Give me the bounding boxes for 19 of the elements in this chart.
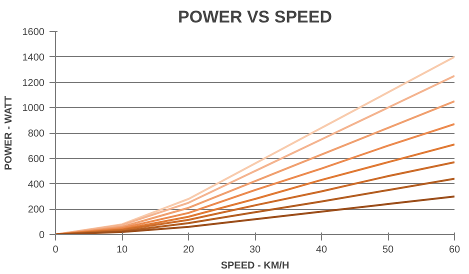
y-tick-label: 1400 xyxy=(22,52,45,64)
y-tick-label: 1600 xyxy=(22,27,45,38)
chart-title: POWER VS SPEED xyxy=(178,8,332,26)
x-tick-label: 60 xyxy=(448,244,460,256)
x-tick-label: 30 xyxy=(249,244,261,256)
x-axis-title: SPEED - KM/H xyxy=(220,260,290,272)
y-tick-label: 600 xyxy=(28,154,45,165)
x-tick-label: 20 xyxy=(182,244,194,256)
x-tick-label: 50 xyxy=(382,244,394,256)
y-axis-title: POWER - WATT xyxy=(3,96,14,170)
x-tick-label: 10 xyxy=(116,244,128,256)
y-tick-label: 1200 xyxy=(22,78,45,89)
x-tick-label: 40 xyxy=(316,244,328,256)
x-tick-label: 0 xyxy=(52,244,59,256)
y-tick-label: 1000 xyxy=(22,103,45,114)
y-tick-label: 200 xyxy=(28,204,45,216)
y-tick-label: 800 xyxy=(28,128,45,140)
y-tick-label: 400 xyxy=(28,179,45,190)
y-tick-label: 0 xyxy=(38,230,45,241)
